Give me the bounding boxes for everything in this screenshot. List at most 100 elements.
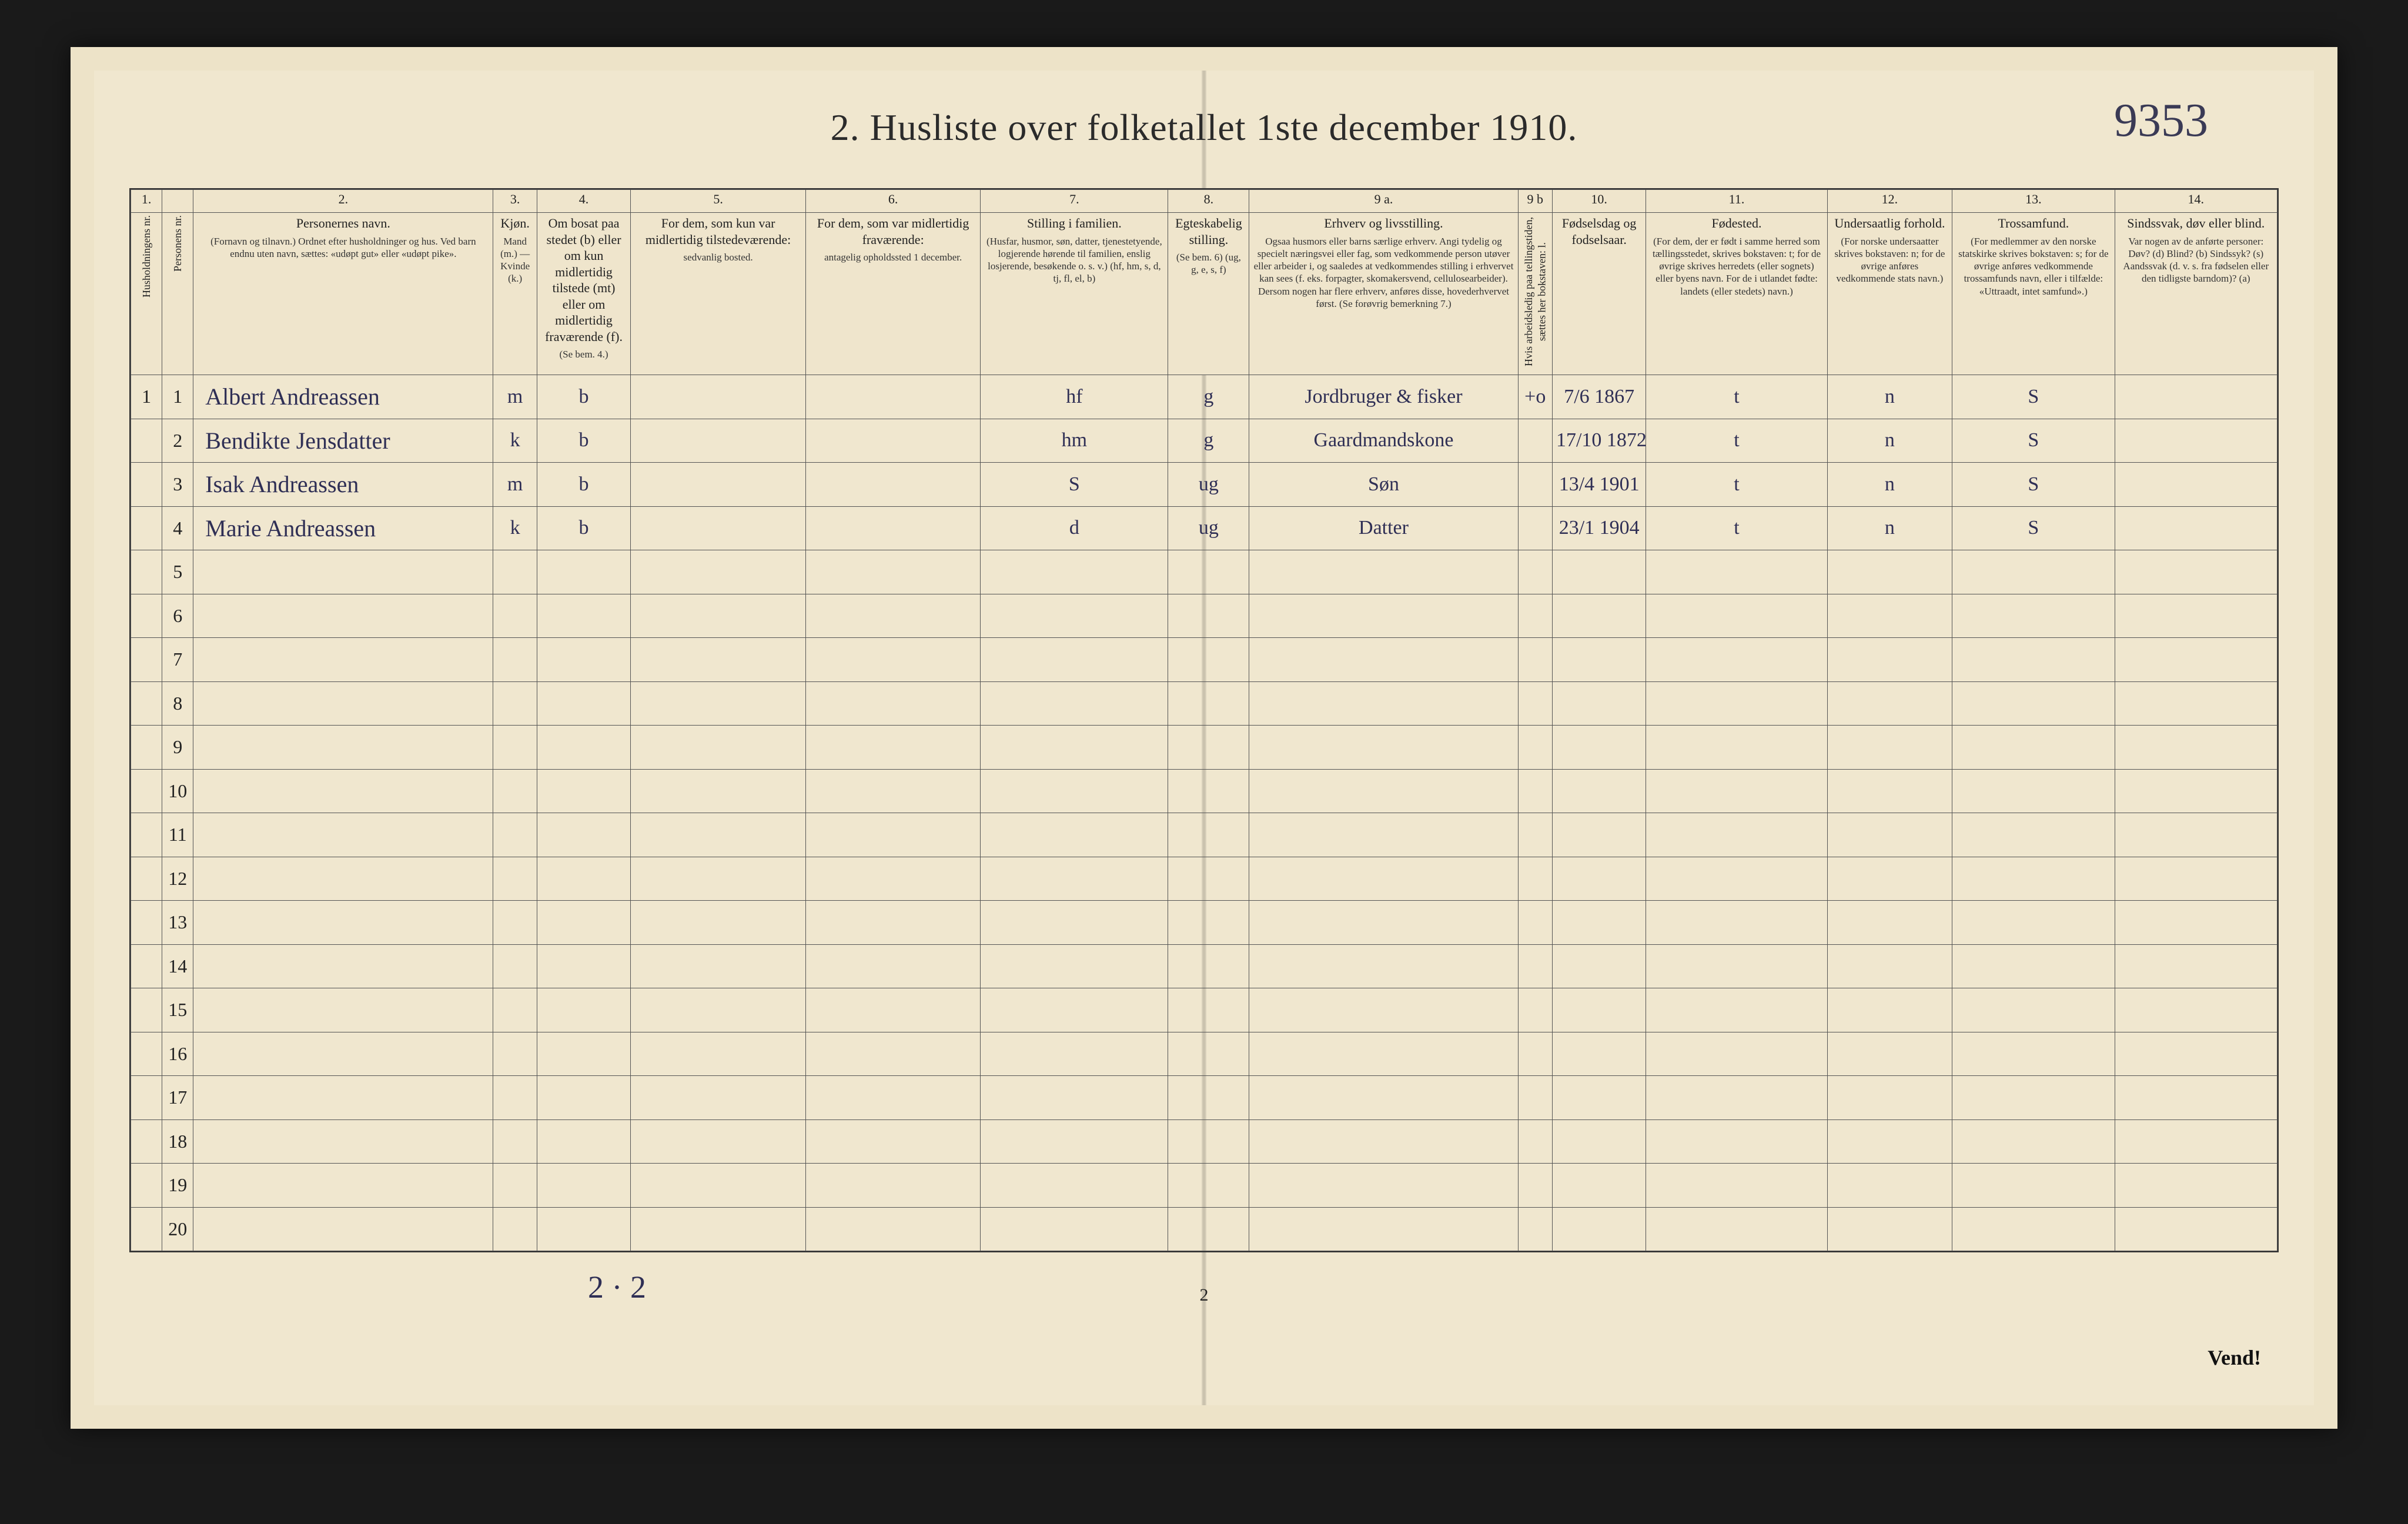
table-row: 11 <box>131 813 2277 857</box>
table-cell <box>1552 944 1646 988</box>
table-cell <box>805 594 981 638</box>
table-cell <box>2115 857 2277 901</box>
table-cell <box>805 1119 981 1164</box>
table-cell <box>1552 1076 1646 1120</box>
table-cell: 2 <box>162 419 193 463</box>
table-row: 8 <box>131 681 2277 726</box>
census-table-body: 11Albert AndreassenmbhfgJordbruger & fis… <box>131 375 2277 1251</box>
table-cell: 12 <box>162 857 193 901</box>
table-row: 19 <box>131 1164 2277 1208</box>
table-cell <box>805 1164 981 1208</box>
table-cell: ug <box>1168 463 1249 507</box>
table-cell <box>131 901 162 945</box>
column-header: Egteskabelig stilling.(Se bem. 6) (ug, g… <box>1168 213 1249 375</box>
table-cell <box>1952 594 2115 638</box>
table-cell: Bendikte Jensdatter <box>193 419 493 463</box>
table-cell <box>631 419 806 463</box>
table-cell <box>805 550 981 594</box>
table-cell <box>631 988 806 1032</box>
table-cell <box>131 550 162 594</box>
table-cell <box>1827 1207 1952 1251</box>
table-cell <box>1518 419 1552 463</box>
table-row: 15 <box>131 988 2277 1032</box>
table-cell <box>631 857 806 901</box>
table-cell <box>131 594 162 638</box>
table-cell <box>1952 1032 2115 1076</box>
table-cell <box>1168 638 1249 682</box>
table-cell <box>193 1119 493 1164</box>
table-cell <box>805 419 981 463</box>
column-number: 8. <box>1168 190 1249 213</box>
table-cell <box>1249 638 1518 682</box>
table-cell: Marie Andreassen <box>193 506 493 550</box>
table-cell <box>1168 1164 1249 1208</box>
table-cell <box>981 813 1168 857</box>
table-cell: m <box>493 463 537 507</box>
table-cell <box>631 1119 806 1164</box>
table-row: 2Bendikte JensdatterkbhmgGaardmandskone1… <box>131 419 2277 463</box>
table-cell <box>981 726 1168 770</box>
column-number: 6. <box>805 190 981 213</box>
table-cell <box>981 901 1168 945</box>
table-cell: n <box>1827 463 1952 507</box>
table-cell <box>2115 988 2277 1032</box>
table-row: 3Isak AndreassenmbSugSøn13/4 1901tnS <box>131 463 2277 507</box>
table-cell <box>131 1164 162 1208</box>
table-row: 20 <box>131 1207 2277 1251</box>
table-cell <box>131 1207 162 1251</box>
table-cell: 1 <box>131 375 162 419</box>
table-cell <box>631 681 806 726</box>
table-cell <box>1518 594 1552 638</box>
table-cell <box>537 944 630 988</box>
table-cell <box>2115 1119 2277 1164</box>
table-cell <box>537 638 630 682</box>
table-cell <box>981 857 1168 901</box>
table-cell <box>1168 944 1249 988</box>
table-cell <box>805 1076 981 1120</box>
table-cell: Isak Andreassen <box>193 463 493 507</box>
table-cell <box>1646 944 1827 988</box>
table-cell <box>193 726 493 770</box>
column-header: Sindssvak, døv eller blind.Var nogen av … <box>2115 213 2277 375</box>
table-cell <box>1827 813 1952 857</box>
table-cell <box>981 1032 1168 1076</box>
column-number: 9 a. <box>1249 190 1518 213</box>
table-cell <box>1518 769 1552 813</box>
table-cell <box>193 1076 493 1120</box>
column-number: 2. <box>193 190 493 213</box>
table-cell: 8 <box>162 681 193 726</box>
table-cell <box>805 375 981 419</box>
table-cell <box>1518 1164 1552 1208</box>
column-number: 3. <box>493 190 537 213</box>
handwritten-page-code: 9353 <box>2114 94 2208 148</box>
handwritten-footer-note: 2 · 2 <box>588 1269 646 1305</box>
table-cell <box>537 1032 630 1076</box>
table-cell <box>131 988 162 1032</box>
table-cell: 6 <box>162 594 193 638</box>
header-row-numbers: 1.2.3.4.5.6.7.8.9 a.9 b10.11.12.13.14. <box>131 190 2277 213</box>
table-cell <box>2115 1164 2277 1208</box>
table-row: 18 <box>131 1119 2277 1164</box>
table-cell <box>537 726 630 770</box>
table-cell <box>1952 726 2115 770</box>
table-cell <box>1646 813 1827 857</box>
table-cell <box>537 1207 630 1251</box>
table-cell: d <box>981 506 1168 550</box>
table-cell <box>193 638 493 682</box>
table-cell <box>493 1076 537 1120</box>
census-table: 1.2.3.4.5.6.7.8.9 a.9 b10.11.12.13.14. H… <box>131 189 2277 1251</box>
scanned-spread: 2. Husliste over folketallet 1ste decemb… <box>71 47 2337 1429</box>
table-cell <box>2115 638 2277 682</box>
column-header: For dem, som var midlertidig fraværende:… <box>805 213 981 375</box>
table-cell: Datter <box>1249 506 1518 550</box>
table-cell <box>631 726 806 770</box>
table-cell <box>493 681 537 726</box>
table-cell <box>805 1032 981 1076</box>
table-cell: t <box>1646 419 1827 463</box>
table-cell: 10 <box>162 769 193 813</box>
column-header: Trossamfund.(For medlemmer av den norske… <box>1952 213 2115 375</box>
table-cell <box>1827 550 1952 594</box>
table-row: 11Albert AndreassenmbhfgJordbruger & fis… <box>131 375 2277 419</box>
table-cell <box>1646 594 1827 638</box>
table-cell <box>1646 638 1827 682</box>
